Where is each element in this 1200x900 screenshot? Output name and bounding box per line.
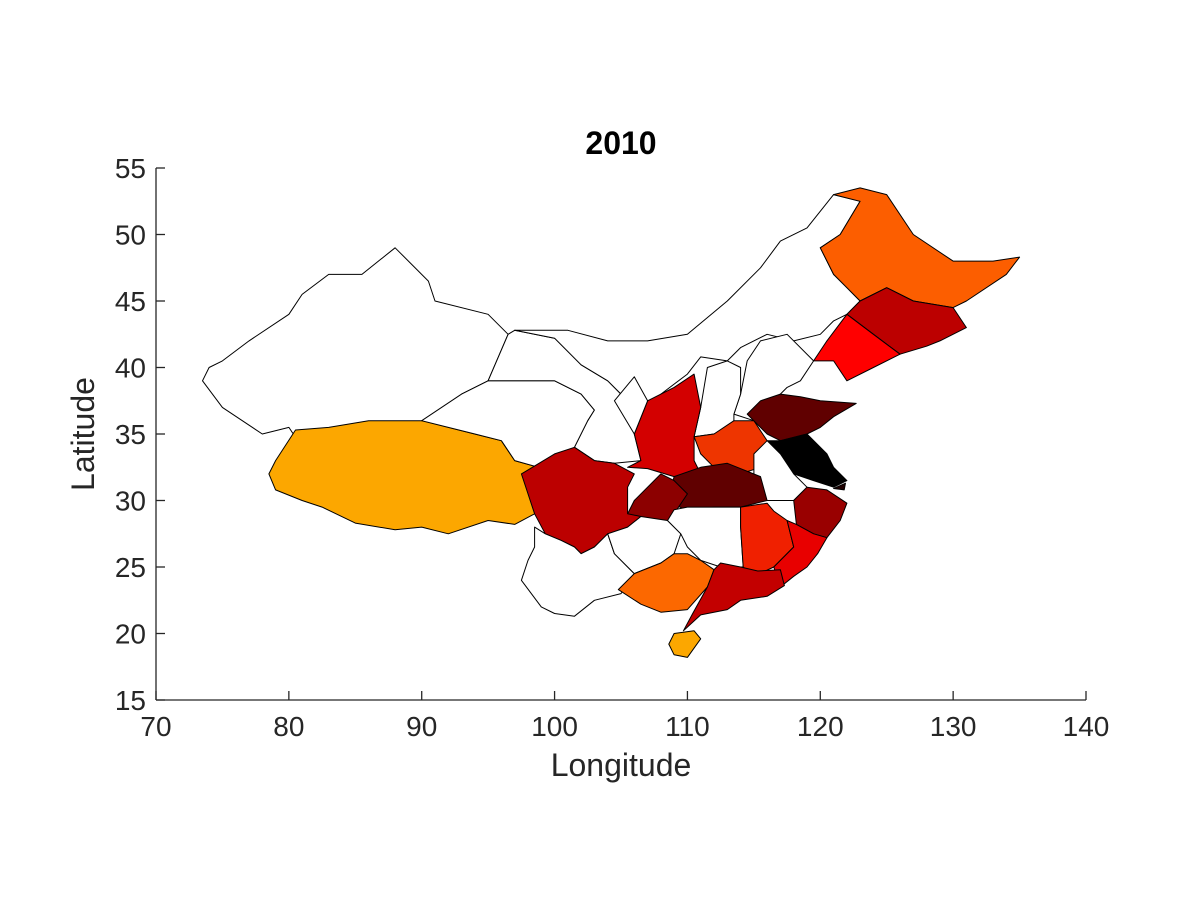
region-liaoning [813,313,901,382]
axes: 70 80 90 100 110 120 130 140 15 20 25 30 35 40 45 50 55 [115,153,1110,742]
y-tick-label: 35 [115,419,146,450]
region-guangdong [682,562,785,632]
y-tick-label: 30 [115,486,146,517]
y-tick-label: 50 [115,220,146,251]
y-tick-label: 25 [115,552,146,583]
x-tick-label: 70 [140,711,171,742]
y-tick-label: 15 [115,685,146,716]
region-shandong [746,393,857,442]
region-ningxia [613,376,649,435]
x-tick-label: 80 [273,711,304,742]
y-tick-label: 55 [115,153,146,184]
region-fujian [773,520,828,588]
region-shanghai [833,482,846,491]
y-tick-label: 40 [115,353,146,384]
x-tick-label: 110 [665,711,710,742]
y-tick-label: 45 [115,286,146,317]
y-axis-title: Latitude [65,377,101,491]
region-guizhou [607,516,682,575]
x-tick-label: 100 [531,711,578,742]
region-tibet [268,420,540,535]
x-tick-label: 130 [930,711,977,742]
x-tick-label: 140 [1063,711,1110,742]
y-axis-ticks: 15 20 25 30 35 40 45 50 55 [115,153,165,716]
region-hainan [668,630,702,658]
x-tick-label: 90 [406,711,437,742]
x-axis-ticks: 70 80 90 100 110 120 130 140 [140,691,1109,742]
chart-title: 2010 [585,125,656,161]
x-tick-label: 120 [797,711,844,742]
region-guangxi [617,553,715,613]
province-regions [202,187,1021,658]
y-tick-label: 20 [115,619,146,650]
x-axis-title: Longitude [551,747,692,783]
